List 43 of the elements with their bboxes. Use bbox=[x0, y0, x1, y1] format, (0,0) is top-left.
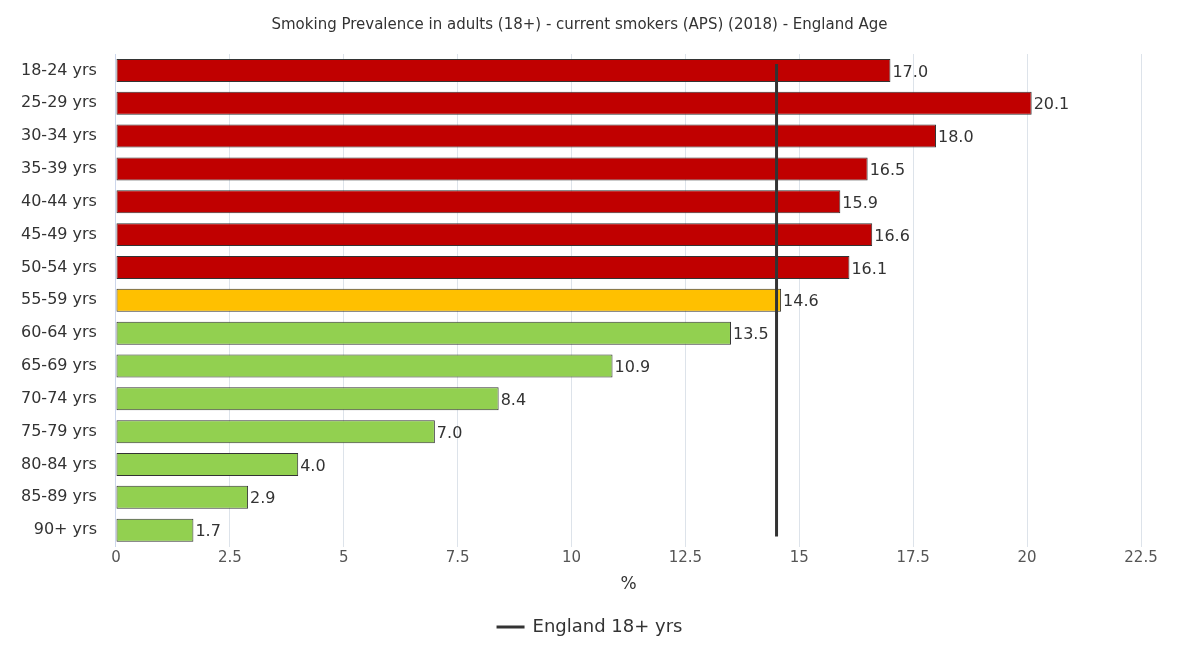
y-tick-label: 60-64 yrs bbox=[20, 322, 97, 342]
data-label: 2.9 bbox=[250, 488, 276, 508]
y-tick-label: 50-54 yrs bbox=[20, 256, 97, 276]
y-tick-label: 70-74 yrs bbox=[20, 387, 97, 407]
data-label: 16.6 bbox=[874, 225, 910, 245]
x-tick-label: 7.5 bbox=[445, 548, 470, 567]
x-tick-label: 17.5 bbox=[896, 548, 930, 567]
y-tick-label: 25-29 yrs bbox=[20, 92, 97, 112]
data-label: 18.0 bbox=[937, 127, 974, 147]
x-tick-label: 0 bbox=[111, 548, 121, 567]
y-tick-label: 90+ yrs bbox=[33, 519, 97, 539]
y-tick-label: 45-49 yrs bbox=[20, 223, 97, 243]
data-label: 16.5 bbox=[869, 160, 906, 180]
data-label: 4.0 bbox=[300, 455, 326, 475]
data-label: 15.9 bbox=[842, 192, 878, 212]
y-tick-label: 80-84 yrs bbox=[20, 453, 97, 473]
data-label: 14.6 bbox=[783, 291, 819, 311]
data-label: 17.0 bbox=[892, 61, 929, 81]
data-label: 10.9 bbox=[614, 357, 651, 377]
data-label: 13.5 bbox=[732, 324, 769, 344]
y-tick-label: 18-24 yrs bbox=[20, 59, 97, 79]
data-label: 16.1 bbox=[851, 258, 888, 278]
y-tick-label: 35-39 yrs bbox=[20, 158, 97, 178]
x-axis-title: % bbox=[620, 573, 637, 594]
y-tick-label: 30-34 yrs bbox=[20, 125, 97, 145]
y-tick-label: 55-59 yrs bbox=[20, 289, 97, 309]
data-label: 8.4 bbox=[500, 389, 527, 409]
x-tick-label: 5 bbox=[338, 548, 349, 567]
y-tick-label: 65-69 yrs bbox=[20, 355, 97, 375]
data-label: 1.7 bbox=[195, 521, 221, 541]
y-tick-label: 85-89 yrs bbox=[20, 486, 97, 506]
data-label: 7.0 bbox=[436, 422, 463, 442]
data-label: 20.1 bbox=[1033, 94, 1070, 114]
x-tick-label: 10 bbox=[561, 548, 582, 567]
x-tick-label: 22.5 bbox=[1124, 548, 1158, 567]
y-tick-label: 40-44 yrs bbox=[20, 190, 97, 210]
x-tick-label: 12.5 bbox=[668, 548, 703, 567]
x-tick-label: 15 bbox=[789, 548, 809, 567]
x-tick-label: 2.5 bbox=[217, 548, 242, 567]
legend-label: England 18+ yrs bbox=[532, 614, 683, 636]
y-tick-label: 75-79 yrs bbox=[20, 420, 97, 440]
x-tick-label: 20 bbox=[1017, 548, 1037, 567]
chart-title: Smoking Prevalence in adults (18+) - current smokers (APS) (2018) - England Age bbox=[271, 14, 888, 33]
